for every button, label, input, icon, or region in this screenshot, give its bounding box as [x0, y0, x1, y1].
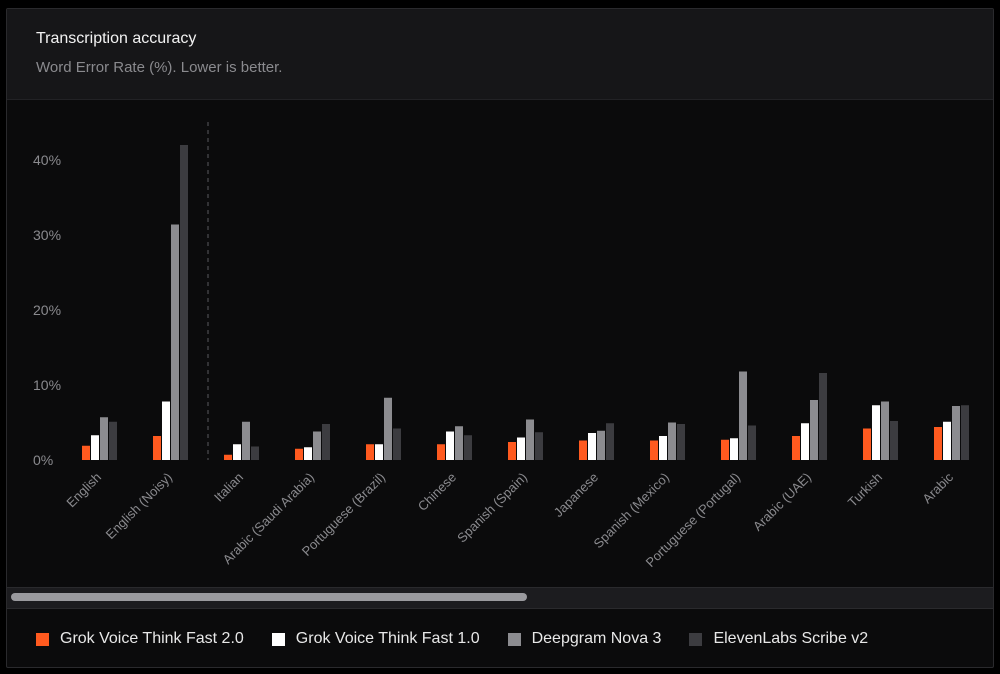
- bar[interactable]: [322, 424, 330, 460]
- bar[interactable]: [579, 440, 587, 461]
- x-tick-label: Spanish (Mexico): [590, 470, 672, 552]
- bar[interactable]: [109, 421, 117, 460]
- chart-card: Transcription accuracy Word Error Rate (…: [6, 8, 994, 668]
- bar[interactable]: [446, 431, 454, 461]
- x-tick-label: Chinese: [415, 470, 459, 514]
- bar[interactable]: [792, 436, 800, 460]
- bar[interactable]: [890, 421, 898, 460]
- chart-subtitle: Word Error Rate (%). Lower is better.: [36, 59, 283, 76]
- chart-header: Transcription accuracy Word Error Rate (…: [7, 9, 993, 100]
- legend-item-elevenlabs[interactable]: ElevenLabs Scribe v2: [689, 630, 868, 648]
- x-tick-label: Turkish: [845, 470, 885, 510]
- bar[interactable]: [455, 426, 463, 460]
- y-tick-label: 40%: [33, 152, 61, 168]
- bar[interactable]: [295, 448, 303, 460]
- x-tick-label: Spanish (Spain): [454, 470, 530, 546]
- chart-title: Transcription accuracy: [36, 30, 197, 47]
- bar[interactable]: [304, 447, 312, 460]
- bar[interactable]: [934, 427, 942, 460]
- legend-item-grok-2[interactable]: Grok Voice Think Fast 2.0: [36, 630, 244, 648]
- bar[interactable]: [464, 435, 472, 460]
- bar[interactable]: [748, 425, 756, 461]
- bar[interactable]: [659, 436, 667, 460]
- bar[interactable]: [180, 145, 188, 460]
- bar[interactable]: [730, 438, 738, 460]
- y-tick-label: 20%: [33, 302, 61, 318]
- bar[interactable]: [393, 428, 401, 461]
- bar[interactable]: [721, 439, 729, 460]
- bar[interactable]: [943, 421, 951, 460]
- bar[interactable]: [82, 445, 90, 460]
- x-tick-label: English (Noisy): [103, 470, 175, 542]
- legend-label: Grok Voice Think Fast 1.0: [295, 630, 480, 647]
- x-tick-label: Arabic (UAE): [750, 470, 814, 534]
- bar[interactable]: [872, 405, 880, 460]
- bar[interactable]: [677, 424, 685, 460]
- scrollbar-thumb[interactable]: [11, 593, 527, 601]
- legend-item-grok-1[interactable]: Grok Voice Think Fast 1.0: [271, 630, 480, 648]
- bar[interactable]: [375, 444, 383, 460]
- horizontal-scrollbar[interactable]: [7, 587, 993, 609]
- bar[interactable]: [739, 371, 747, 461]
- bar[interactable]: [597, 430, 605, 460]
- bar[interactable]: [313, 431, 321, 461]
- x-tick-label: Italian: [211, 470, 246, 505]
- legend-swatch: [689, 632, 703, 646]
- bar[interactable]: [171, 224, 179, 461]
- bar[interactable]: [384, 397, 392, 460]
- bar[interactable]: [242, 421, 250, 460]
- bar[interactable]: [100, 417, 108, 460]
- bar[interactable]: [233, 444, 241, 460]
- bar[interactable]: [810, 400, 818, 460]
- bar[interactable]: [801, 423, 809, 460]
- bar[interactable]: [526, 419, 534, 461]
- legend-label: Grok Voice Think Fast 2.0: [60, 630, 244, 647]
- bar[interactable]: [668, 422, 676, 461]
- bar[interactable]: [819, 373, 827, 460]
- legend-label: Deepgram Nova 3: [531, 630, 662, 647]
- chart-legend: Grok Voice Think Fast 2.0 Grok Voice Thi…: [7, 609, 993, 667]
- bar[interactable]: [517, 437, 525, 461]
- bar[interactable]: [437, 444, 445, 460]
- x-tick-label: Japanese: [551, 470, 601, 520]
- bar[interactable]: [153, 436, 161, 460]
- bar[interactable]: [881, 401, 889, 461]
- bar[interactable]: [952, 406, 960, 460]
- y-tick-label: 30%: [33, 227, 61, 243]
- bar[interactable]: [251, 446, 259, 461]
- bar[interactable]: [588, 433, 596, 460]
- x-tick-label: Arabic: [919, 469, 956, 506]
- bar[interactable]: [508, 442, 516, 460]
- bar[interactable]: [162, 401, 170, 461]
- bar[interactable]: [961, 405, 969, 460]
- legend-swatch: [271, 632, 285, 646]
- bar[interactable]: [91, 435, 99, 460]
- legend-swatch: [507, 632, 521, 646]
- y-tick-label: 10%: [33, 377, 61, 393]
- bar[interactable]: [863, 428, 871, 461]
- bar[interactable]: [535, 432, 543, 460]
- bar[interactable]: [606, 423, 614, 460]
- y-tick-label: 0%: [33, 452, 53, 468]
- x-tick-label: English: [63, 470, 104, 511]
- legend-item-deepgram[interactable]: Deepgram Nova 3: [507, 630, 662, 648]
- legend-label: ElevenLabs Scribe v2: [713, 630, 869, 647]
- bar[interactable]: [366, 444, 374, 460]
- legend-swatch: [36, 632, 49, 646]
- bar[interactable]: [224, 454, 232, 460]
- bar[interactable]: [650, 440, 658, 461]
